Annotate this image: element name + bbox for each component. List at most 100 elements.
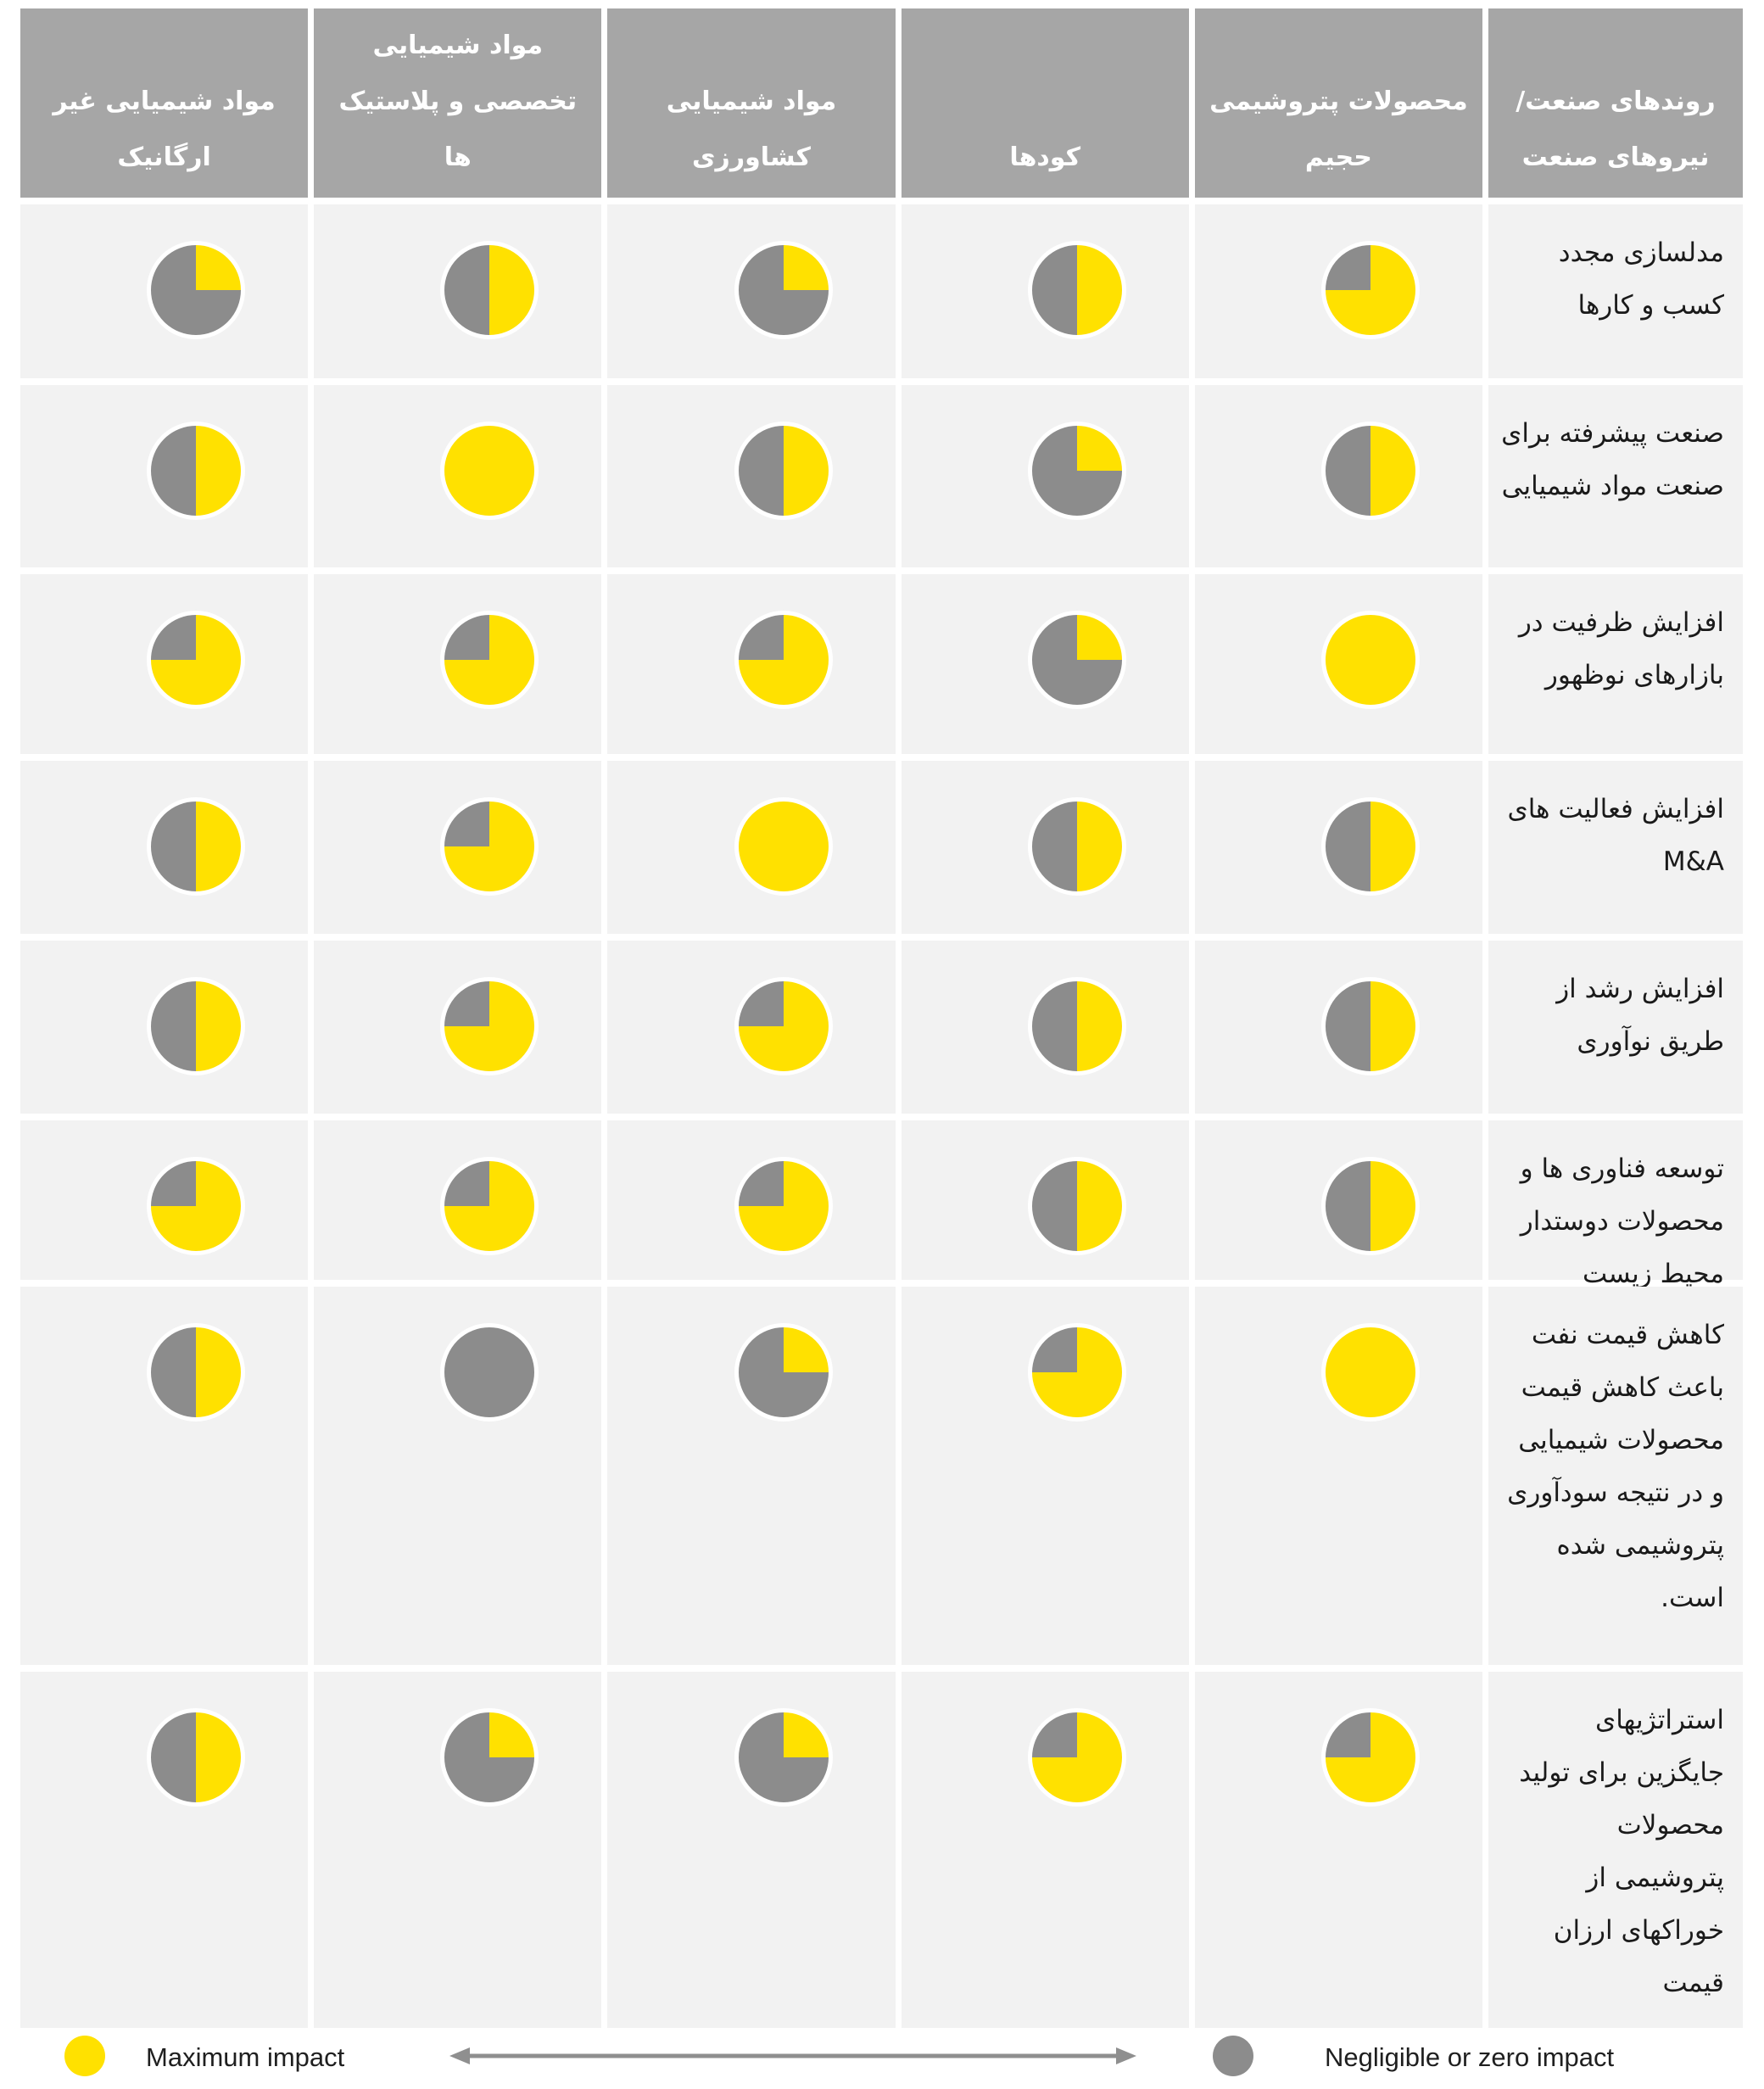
impact-pie-r7-c4 <box>147 1708 246 1807</box>
column-header-2: مواد شیمیایی کشاورزی <box>607 8 896 198</box>
pie-cell-r2-c4 <box>20 574 309 754</box>
impact-pie-r0-c0 <box>1321 241 1420 339</box>
impact-pie-r0-c3 <box>440 241 539 339</box>
pie-cell-r7-c4 <box>20 1672 309 2028</box>
impact-pie-r7-c1 <box>1027 1708 1126 1807</box>
impact-pie-r7-c0 <box>1321 1708 1420 1807</box>
impact-pie-r4-c4 <box>147 977 246 1075</box>
pie-cell-r7-c0 <box>1194 1672 1482 2028</box>
impact-pie-r6-c0 <box>1321 1323 1420 1422</box>
impact-pie-r7-c2 <box>734 1708 833 1807</box>
pie-cell-r6-c3 <box>314 1287 602 1665</box>
impact-pie-r2-c3 <box>440 611 539 709</box>
impact-table: روندهای صنعت/ نیروهای صنعت محصولات پتروشی… <box>20 8 1743 2028</box>
impact-scale-arrow-icon <box>449 2047 1136 2064</box>
impact-pie-r2-c0 <box>1321 611 1420 709</box>
pie-cell-r0-c1 <box>901 204 1189 378</box>
pie-cell-r6-c4 <box>20 1287 309 1665</box>
max-impact-dot-icon <box>64 2036 105 2076</box>
impact-pie-r4-c3 <box>440 977 539 1075</box>
pie-cell-r0-c4 <box>20 204 309 378</box>
pie-cell-r3-c3 <box>314 761 602 934</box>
impact-pie-r4-c0 <box>1321 977 1420 1075</box>
min-impact-dot-icon <box>1213 2036 1253 2076</box>
pie-cell-r1-c3 <box>314 385 602 567</box>
pie-cell-r2-c1 <box>901 574 1189 754</box>
impact-pie-r6-c2 <box>734 1323 833 1422</box>
impact-pie-r1-c1 <box>1027 422 1126 520</box>
impact-pie-r3-c1 <box>1027 797 1126 896</box>
pie-cell-r0-c0 <box>1194 204 1482 378</box>
column-header-1: کودها <box>901 8 1189 198</box>
pie-cell-r2-c0 <box>1194 574 1482 754</box>
pie-cell-r4-c0 <box>1194 941 1482 1114</box>
column-header-4: مواد شیمیایی غیر ارگانیک <box>20 8 309 198</box>
impact-pie-r6-c1 <box>1027 1323 1126 1422</box>
impact-pie-r3-c4 <box>147 797 246 896</box>
pie-cell-r2-c2 <box>607 574 896 754</box>
pie-cell-r5-c2 <box>607 1120 896 1280</box>
pie-cell-r0-c3 <box>314 204 602 378</box>
impact-pie-r6-c3 <box>440 1323 539 1422</box>
row-label-6: کاهش قیمت نفت باعث کاهش قیمت محصولات شیم… <box>1488 1287 1743 1665</box>
pie-cell-r4-c3 <box>314 941 602 1114</box>
impact-pie-r1-c0 <box>1321 422 1420 520</box>
impact-pie-r5-c3 <box>440 1157 539 1255</box>
impact-pie-r1-c2 <box>734 422 833 520</box>
legend: Maximum impact Negligible or zero impact <box>0 2029 1764 2083</box>
pie-cell-r6-c0 <box>1194 1287 1482 1665</box>
row-label-5: توسعه فناوری ها و محصولات دوستدار محیط ز… <box>1488 1120 1743 1289</box>
pie-cell-r4-c1 <box>901 941 1189 1114</box>
pie-cell-r7-c3 <box>314 1672 602 2028</box>
pie-cell-r1-c0 <box>1194 385 1482 567</box>
column-header-3: مواد شیمیایی تخصصی و پلاستیک ها <box>314 8 602 198</box>
impact-pie-r3-c2 <box>734 797 833 896</box>
impact-pie-r2-c4 <box>147 611 246 709</box>
pie-cell-r7-c1 <box>901 1672 1189 2028</box>
column-header-trends: روندهای صنعت/ نیروهای صنعت <box>1488 8 1743 198</box>
impact-pie-r0-c4 <box>147 241 246 339</box>
impact-pie-r2-c1 <box>1027 611 1126 709</box>
min-impact-label: Negligible or zero impact <box>1325 2042 1615 2072</box>
pie-cell-r3-c1 <box>901 761 1189 934</box>
pie-cell-r5-c1 <box>901 1120 1189 1280</box>
impact-pie-r1-c4 <box>147 422 246 520</box>
impact-pie-r1-c3 <box>440 422 539 520</box>
pie-cell-r3-c2 <box>607 761 896 934</box>
pie-cell-r1-c1 <box>901 385 1189 567</box>
pie-cell-r5-c4 <box>20 1120 309 1280</box>
impact-pie-r3-c0 <box>1321 797 1420 896</box>
pie-cell-r4-c2 <box>607 941 896 1114</box>
impact-pie-r3-c3 <box>440 797 539 896</box>
max-impact-label: Maximum impact <box>146 2042 345 2072</box>
pie-cell-r5-c0 <box>1194 1120 1482 1280</box>
column-header-0: محصولات پتروشیمی حجیم <box>1194 8 1482 198</box>
row-label-4: افزایش رشد از طریق نوآوری <box>1488 941 1743 1114</box>
row-label-0: مدلسازی مجدد کسب و کارها <box>1488 204 1743 378</box>
pie-cell-r3-c4 <box>20 761 309 934</box>
impact-pie-r5-c2 <box>734 1157 833 1255</box>
pie-cell-r6-c1 <box>901 1287 1189 1665</box>
pie-cell-r1-c2 <box>607 385 896 567</box>
row-label-3: افزایش فعالیت های M&A <box>1488 761 1743 934</box>
impact-pie-r2-c2 <box>734 611 833 709</box>
impact-pie-r6-c4 <box>147 1323 246 1422</box>
impact-pie-r5-c1 <box>1027 1157 1126 1255</box>
impact-pie-r0-c1 <box>1027 241 1126 339</box>
pie-cell-r1-c4 <box>20 385 309 567</box>
impact-pie-r4-c2 <box>734 977 833 1075</box>
pie-cell-r2-c3 <box>314 574 602 754</box>
impact-pie-r5-c0 <box>1321 1157 1420 1255</box>
row-label-1: صنعت پیشرفته برای صنعت مواد شیمیایی <box>1488 385 1743 567</box>
impact-pie-r7-c3 <box>440 1708 539 1807</box>
pie-cell-r6-c2 <box>607 1287 896 1665</box>
pie-cell-r3-c0 <box>1194 761 1482 934</box>
pie-cell-r0-c2 <box>607 204 896 378</box>
impact-pie-r4-c1 <box>1027 977 1126 1075</box>
impact-pie-r0-c2 <box>734 241 833 339</box>
pie-cell-r5-c3 <box>314 1120 602 1280</box>
impact-pie-r5-c4 <box>147 1157 246 1255</box>
row-label-7: استراتژیهای جایگزین برای تولید محصولات پ… <box>1488 1672 1743 2028</box>
pie-cell-r7-c2 <box>607 1672 896 2028</box>
pie-cell-r4-c4 <box>20 941 309 1114</box>
